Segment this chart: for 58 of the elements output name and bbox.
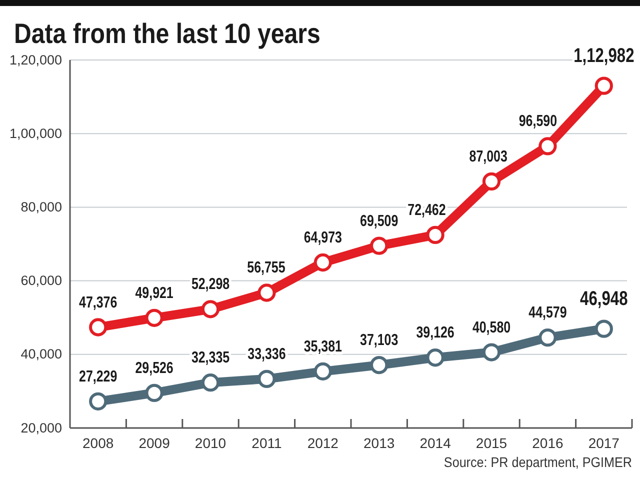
x-tick-label: 2017 [588,434,620,451]
point [594,76,613,95]
data-label: 72,462 [408,202,446,220]
point [314,362,332,380]
point [482,343,501,362]
point [89,392,108,410]
x-tick-label: 2010 [194,434,226,451]
x-tick-label: 2008 [82,434,114,451]
point [370,236,388,255]
x-tick-label: 2011 [252,434,282,451]
x-tick-label: 2012 [307,434,339,451]
chart-title: Data from the last 10 years [14,17,320,50]
y-tick-label: 40,000 [20,346,62,362]
y-tick-label: 80,000 [20,200,62,215]
x-tick-label: 2013 [364,434,395,451]
data-label: 35,381 [304,338,342,356]
y-tick-label: 1,20,000 [9,52,62,68]
data-label: 96,590 [518,112,558,131]
data-label: 44,579 [528,304,567,322]
point [201,300,220,318]
y-tick-label: 20,000 [20,420,62,436]
data-label: 33,336 [248,346,286,364]
data-label: 69,509 [360,212,398,230]
data-label: 39,126 [416,324,454,342]
data-label: 37,103 [360,332,398,350]
y-tick-label: 60,000 [20,273,62,288]
data-label: 27,229 [79,368,118,386]
x-tick-label: 2014 [420,434,452,451]
x-tick-label: 2009 [138,434,170,451]
point [426,226,444,244]
data-label: 56,755 [247,259,286,278]
point [145,308,164,327]
data-label: 47,376 [79,294,118,312]
point [314,253,332,272]
data-label: 52,298 [191,276,230,294]
point [538,328,557,347]
source-note: Source: PR department, PGIMER [444,454,632,470]
point [482,172,501,190]
point [145,384,164,402]
y-tick-label: 1,00,000 [9,126,62,141]
data-label: 1,12,982 [574,44,634,66]
data-label: 40,580 [472,318,511,337]
point [201,374,220,392]
x-tick-label: 2015 [476,434,508,451]
point [538,137,557,156]
point [594,320,613,338]
point [426,348,444,367]
x-tick-label: 2016 [532,434,564,451]
point [89,318,108,336]
data-label: 32,335 [191,349,230,368]
data-label: 49,921 [135,284,174,302]
point [258,284,276,302]
point [258,370,276,388]
data-label: 64,973 [304,229,342,247]
data-label: 29,526 [135,360,174,378]
data-label: 46,948 [580,286,628,310]
data-label: 87,003 [469,148,508,166]
point [370,356,388,374]
